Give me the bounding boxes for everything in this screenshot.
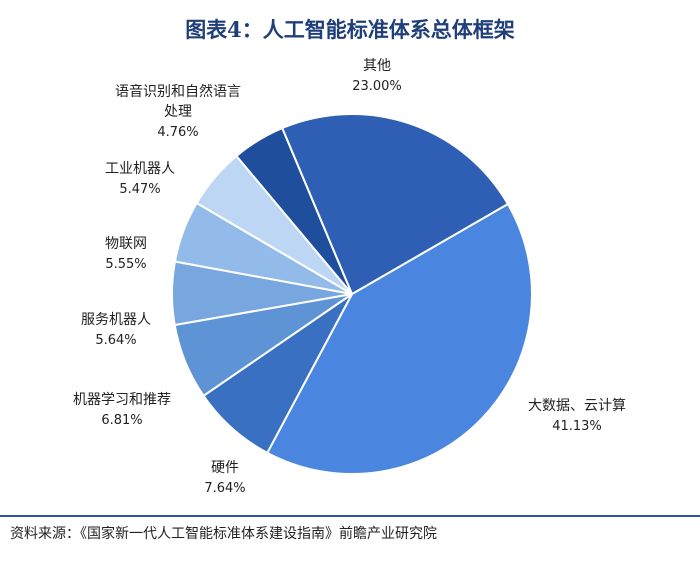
source-note: 资料来源：《国家新一代人工智能标准体系建设指南》前瞻产业研究院 [10, 526, 437, 542]
slice-value-label: 5.55% [105, 257, 146, 272]
pie-slice [265, 202, 533, 475]
slice-name-label: 语音识别和自然语言 [115, 83, 241, 100]
slice-value-label: 5.47% [119, 182, 160, 197]
slice-value-label: 23.00% [352, 79, 402, 94]
slice-name-label: 大数据、云计算 [528, 398, 626, 414]
slice-name-label: 机器学习和推荐 [73, 392, 171, 408]
slice-value-label: 7.64% [204, 481, 245, 496]
slice-value-label: 4.76% [157, 125, 198, 140]
pie-labels: 大数据、云计算 41.13% 硬件 7.64% 机器学习和推荐 6.81% 服务机器人 5.6… [73, 58, 626, 496]
slice-name-label: 硬件 [211, 460, 239, 476]
slice-value-label: 6.81% [101, 413, 142, 428]
slice-name-label: 工业机器人 [105, 161, 175, 177]
slice-name-label: 服务机器人 [81, 312, 151, 328]
slice-value-label: 41.13% [552, 419, 602, 434]
slice-name-label: 其他 [363, 58, 391, 74]
slice-name-label: 处理 [164, 104, 192, 120]
slice-name-label: 物联网 [105, 236, 147, 252]
source-divider [0, 515, 700, 517]
slice-value-label: 5.64% [95, 333, 136, 348]
chart-title: 图表4：人工智能标准体系总体框架 [185, 17, 515, 42]
pie-slice [280, 113, 510, 296]
pie-slices [171, 113, 533, 475]
